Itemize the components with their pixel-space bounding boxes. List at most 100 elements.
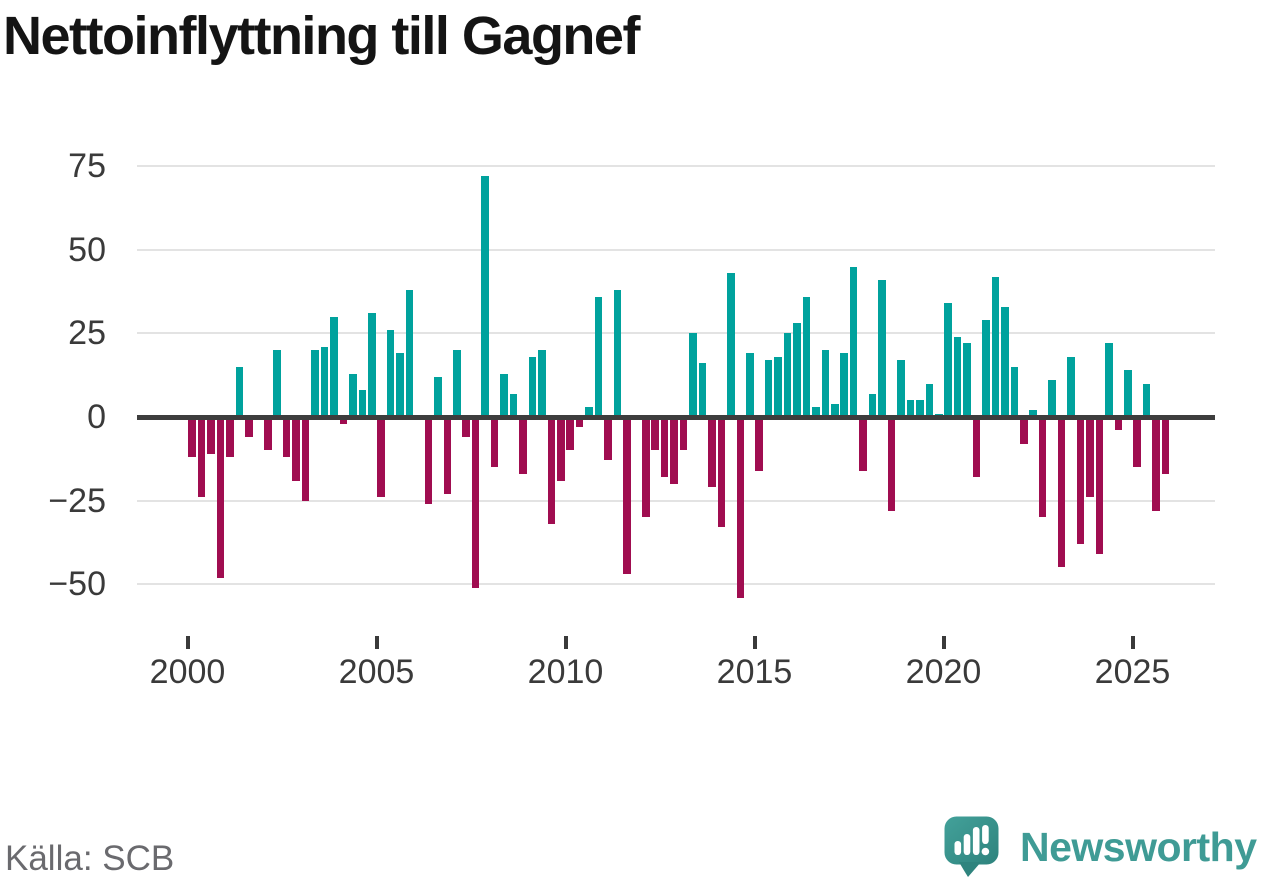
bar-2004Q3 xyxy=(358,390,367,417)
brand-wordmark: Newsworthy xyxy=(1020,824,1257,870)
bar-2009Q3 xyxy=(547,417,556,524)
bar-2024Q1 xyxy=(1095,417,1104,555)
bar-2002Q3 xyxy=(282,417,291,458)
bar-2003Q2 xyxy=(311,350,319,417)
x-axis-tick-2000 xyxy=(185,636,190,649)
bar-2006Q3 xyxy=(434,376,442,417)
y-axis-label: 75 xyxy=(68,147,106,186)
bar-2014Q2 xyxy=(727,273,735,417)
bar-2018Q4 xyxy=(897,360,905,417)
bar-2002Q2 xyxy=(273,350,282,417)
bar-2006Q4 xyxy=(443,417,452,494)
bar-2004Q4 xyxy=(367,313,376,417)
bar-2007Q1 xyxy=(453,350,461,417)
bar-2023Q1 xyxy=(1057,417,1066,568)
bar-2016Q4 xyxy=(821,350,830,417)
gridline--50 xyxy=(137,583,1215,586)
bar-2011Q2 xyxy=(613,289,622,417)
bar-2008Q3 xyxy=(509,393,518,417)
x-axis-tick-2020 xyxy=(941,636,946,649)
bar-2025Q1 xyxy=(1133,417,1141,468)
bar-2001Q1 xyxy=(226,417,234,458)
x-axis-tick-2025 xyxy=(1130,636,1135,649)
bar-2007Q3 xyxy=(471,417,480,588)
bar-2008Q1 xyxy=(490,417,499,468)
chart-title: Nettoinflyttning till Gagnef xyxy=(3,6,640,66)
bar-2016Q3 xyxy=(812,406,820,417)
bar-2000Q2 xyxy=(197,417,206,498)
bar-2000Q3 xyxy=(207,417,215,454)
bar-2018Q1 xyxy=(868,393,877,417)
gridline--25 xyxy=(137,499,1215,502)
bar-2003Q4 xyxy=(330,316,338,417)
y-axis-label: 25 xyxy=(68,314,106,353)
bar-2012Q1 xyxy=(642,417,650,518)
bar-2022Q4 xyxy=(1048,380,1056,417)
bar-2019Q3 xyxy=(925,383,934,417)
bar-2004Q1 xyxy=(339,417,348,424)
bar-2015Q3 xyxy=(774,356,782,417)
bar-2010Q3 xyxy=(585,406,593,417)
bar-2018Q2 xyxy=(878,279,886,417)
brand-logo: Newsworthy xyxy=(944,816,1257,878)
x-axis-label: 2020 xyxy=(905,653,982,691)
bar-2000Q1 xyxy=(188,417,196,458)
bar-2009Q4 xyxy=(556,417,565,481)
bar-2015Q1 xyxy=(755,417,763,471)
bar-2013Q3 xyxy=(698,363,707,417)
x-axis-label: 2015 xyxy=(716,653,793,691)
bar-2008Q2 xyxy=(500,373,508,417)
gridline-75 xyxy=(137,165,1215,168)
bar-2017Q2 xyxy=(840,353,849,417)
bar-2011Q1 xyxy=(604,417,612,461)
bar-2010Q2 xyxy=(575,417,584,428)
bar-2017Q4 xyxy=(859,417,867,471)
bar-2020Q3 xyxy=(963,343,971,417)
bar-2019Q2 xyxy=(916,400,924,417)
bar-2022Q3 xyxy=(1038,417,1047,518)
bar-2014Q3 xyxy=(736,417,745,598)
x-axis-tick-2015 xyxy=(752,636,757,649)
bar-2005Q3 xyxy=(396,353,404,417)
bar-2011Q3 xyxy=(623,417,631,575)
bar-2024Q4 xyxy=(1123,370,1132,417)
bar-2015Q2 xyxy=(764,360,773,417)
bar-2013Q2 xyxy=(689,333,697,417)
gridline-50 xyxy=(137,248,1215,251)
bar-2008Q4 xyxy=(519,417,527,474)
bar-2010Q1 xyxy=(566,417,574,451)
bar-2025Q3 xyxy=(1152,417,1160,511)
x-axis-tick-2005 xyxy=(374,636,379,649)
y-axis-label: 0 xyxy=(87,398,106,436)
bar-2012Q3 xyxy=(660,417,669,478)
bar-2024Q2 xyxy=(1105,343,1113,417)
bar-2022Q1 xyxy=(1020,417,1028,444)
bar-2002Q4 xyxy=(292,417,300,481)
y-axis-label: −50 xyxy=(48,565,106,604)
bar-2017Q1 xyxy=(831,403,839,417)
bar-2018Q3 xyxy=(887,417,896,511)
x-axis-tick-2010 xyxy=(563,636,568,649)
bar-2013Q1 xyxy=(679,417,688,451)
bar-2023Q2 xyxy=(1067,356,1075,417)
x-axis-label: 2025 xyxy=(1094,653,1171,691)
x-axis-label: 2010 xyxy=(527,653,604,691)
bar-2003Q1 xyxy=(301,417,310,501)
bar-2014Q1 xyxy=(717,417,726,528)
bar-2021Q3 xyxy=(1001,306,1009,417)
bar-2004Q2 xyxy=(349,373,357,417)
bar-2009Q1 xyxy=(528,356,537,417)
bar-2023Q3 xyxy=(1076,417,1085,545)
bar-2021Q1 xyxy=(982,320,990,417)
bar-2017Q3 xyxy=(849,266,858,417)
x-axis-label: 2005 xyxy=(338,653,415,691)
x-axis-label: 2000 xyxy=(149,653,226,691)
bar-2016Q1 xyxy=(793,323,801,417)
bar-2015Q4 xyxy=(783,333,792,417)
y-axis-label: −25 xyxy=(48,481,106,520)
bar-2001Q3 xyxy=(245,417,253,438)
bar-2016Q2 xyxy=(802,296,811,417)
bar-2023Q4 xyxy=(1086,417,1094,498)
bar-2025Q2 xyxy=(1142,383,1151,417)
gridline-25 xyxy=(137,332,1215,335)
